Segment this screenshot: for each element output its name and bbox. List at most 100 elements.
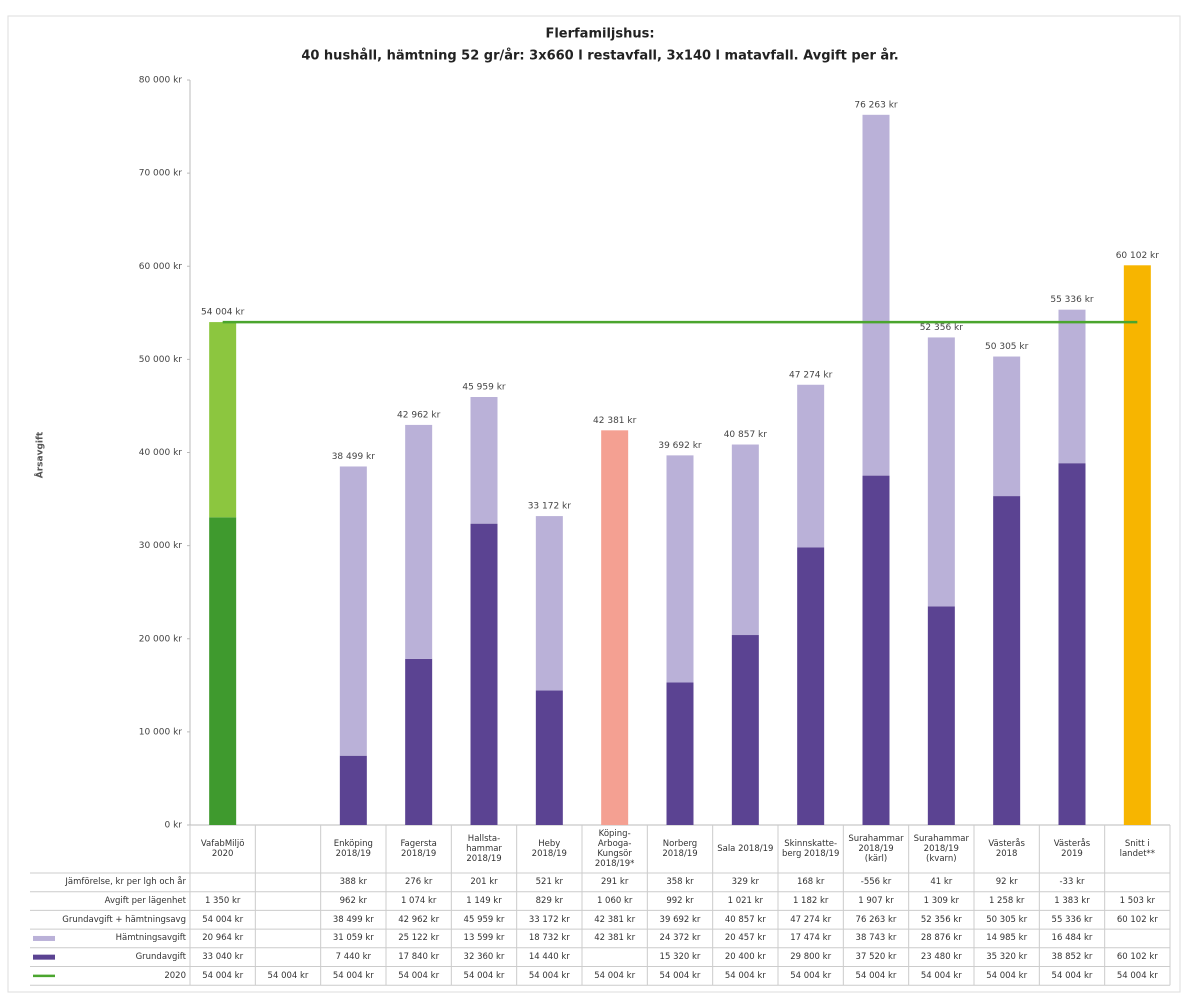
table-cell: 38 499 kr [332, 914, 374, 925]
bar [666, 455, 694, 683]
table-cell: 54 004 kr [724, 970, 766, 981]
table-cell: 1 383 kr [1054, 895, 1090, 906]
y-tick-label: 10 000 kr [139, 727, 183, 737]
bar [797, 547, 825, 825]
total-label: 60 102 kr [1116, 251, 1160, 261]
bar [470, 397, 498, 524]
total-label: 52 356 kr [920, 323, 964, 333]
total-label: 42 381 kr [593, 416, 637, 426]
row-label: Avgift per lägenhet [104, 895, 186, 906]
table-cell: 38 852 kr [1051, 952, 1093, 963]
table-cell: 521 kr [535, 877, 563, 888]
table-cell: 14 440 kr [528, 952, 570, 963]
table-cell [255, 948, 320, 967]
category-label: Snitt i landet** [1119, 838, 1156, 859]
bar [535, 690, 563, 825]
table-cell: 76 263 kr [855, 914, 897, 925]
category-label: Surahammar 2018/19 (kärl) [848, 833, 904, 865]
table-cell: 31 059 kr [332, 933, 374, 944]
category-label: Sala 2018/19 [717, 843, 774, 854]
bar [731, 444, 759, 636]
bar [405, 658, 433, 825]
table-cell: 52 356 kr [920, 914, 962, 925]
category-label: Hallsta- hammar 2018/19 [466, 833, 502, 865]
table-cell: 42 381 kr [594, 933, 636, 944]
table-cell: 17 474 kr [790, 933, 832, 944]
bar [1058, 463, 1086, 825]
table-cell: 1 309 kr [923, 895, 960, 906]
table-cell: 55 336 kr [1051, 914, 1093, 925]
total-label: 76 263 kr [854, 100, 898, 110]
category-label: Västerås 2019 [1053, 838, 1091, 859]
table-cell: 54 004 kr [332, 970, 374, 981]
total-label: 50 305 kr [985, 342, 1029, 352]
table-cell: 60 102 kr [1116, 914, 1158, 925]
category-label: Norberg 2018/19 [662, 838, 698, 859]
y-tick-label: 50 000 kr [139, 355, 183, 365]
table-cell: 29 800 kr [790, 952, 832, 963]
bar [601, 430, 629, 825]
legend-label: 2020 [164, 970, 186, 981]
table-cell: 54 004 kr [267, 970, 309, 981]
bar [339, 755, 367, 825]
table-cell: 54 004 kr [1051, 970, 1093, 981]
table-cell: 92 kr [995, 877, 1018, 888]
table-cell: 1 907 kr [858, 895, 894, 906]
bar [209, 322, 237, 518]
table-cell: 38 743 kr [855, 933, 897, 944]
category-label: Heby 2018/19 [531, 838, 567, 859]
chart-title: Flerfamiljshus: [545, 27, 654, 42]
bar [209, 517, 237, 825]
bar [862, 114, 890, 476]
table-cell: 60 102 kr [1116, 952, 1158, 963]
category-label: VafabMiljö 2020 [200, 838, 245, 859]
table-cell: 54 004 kr [790, 970, 832, 981]
bar [470, 523, 498, 825]
table-cell: 201 kr [470, 877, 498, 888]
table-cell [1105, 929, 1170, 948]
table-cell: -556 kr [860, 877, 892, 888]
table-cell: 42 381 kr [594, 914, 636, 925]
y-axis-label: Årsavgift [35, 431, 46, 478]
table-cell: 14 985 kr [986, 933, 1028, 944]
table-cell: 276 kr [404, 877, 433, 888]
table-cell: 1 503 kr [1119, 895, 1156, 906]
table-cell [255, 929, 320, 948]
category-label: Skinnskatte- berg 2018/19 [781, 838, 840, 859]
table-cell: 33 172 kr [528, 914, 570, 925]
y-tick-label: 0 kr [165, 821, 183, 831]
table-cell: 17 840 kr [398, 952, 440, 963]
table-cell: 39 692 kr [659, 914, 701, 925]
total-label: 38 499 kr [332, 452, 376, 462]
table-cell: 1 060 kr [596, 895, 633, 906]
bar [535, 516, 563, 691]
y-tick-label: 60 000 kr [139, 262, 183, 272]
legend-swatch [33, 935, 55, 941]
table-cell [1105, 873, 1170, 892]
table-cell: 16 484 kr [1051, 933, 1093, 944]
bar [927, 337, 955, 607]
table-cell: 1 021 kr [727, 895, 764, 906]
table-cell: 41 kr [930, 877, 953, 888]
bar [1058, 309, 1086, 464]
bar [1123, 265, 1151, 825]
table-cell: -33 kr [1059, 877, 1085, 888]
legend-swatch [33, 954, 55, 960]
table-cell [190, 873, 255, 892]
table-cell: 54 004 kr [202, 970, 244, 981]
table-cell: 54 004 kr [202, 914, 244, 925]
bar [731, 635, 759, 825]
table-cell: 50 305 kr [986, 914, 1028, 925]
table-cell: 829 kr [535, 895, 563, 906]
bar [993, 496, 1021, 825]
category-label [255, 827, 320, 871]
table-cell: 54 004 kr [659, 970, 701, 981]
legend-label: Hämtningsavgift [115, 933, 186, 944]
row-label: Jämförelse, kr per lgh och år [65, 877, 186, 888]
table-cell [255, 892, 320, 911]
bar [797, 384, 825, 548]
table-cell [255, 910, 320, 929]
category-label: Surahammar 2018/19 (kvarn) [913, 833, 969, 865]
